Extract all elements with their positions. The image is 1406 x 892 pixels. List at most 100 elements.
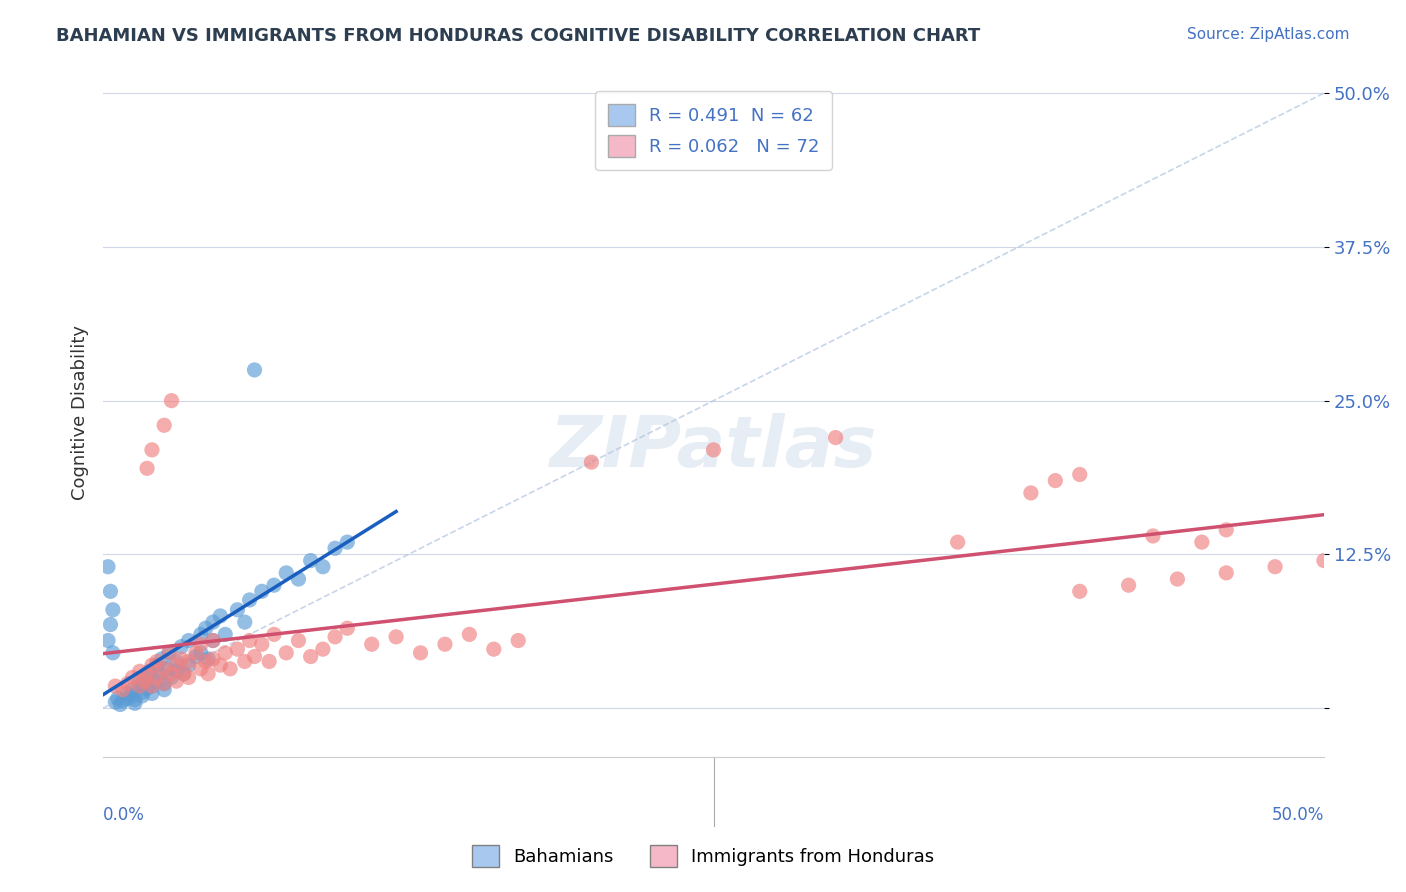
Point <box>250 637 273 651</box>
Point <box>101 603 124 617</box>
Text: 0.0%: 0.0% <box>103 805 145 823</box>
Point <box>209 658 232 673</box>
Y-axis label: Cognitive Disability: Cognitive Disability <box>72 326 89 500</box>
Point <box>107 691 129 706</box>
Point <box>190 627 212 641</box>
Point <box>111 694 134 708</box>
Point <box>148 666 170 681</box>
Point <box>184 649 207 664</box>
Point <box>153 662 176 676</box>
Point <box>173 666 195 681</box>
Point <box>173 666 195 681</box>
Point <box>508 633 530 648</box>
Point <box>194 621 217 635</box>
Point <box>287 633 309 648</box>
Point <box>336 535 359 549</box>
Point <box>110 698 132 712</box>
Point <box>1118 578 1140 592</box>
Point <box>128 679 150 693</box>
Point <box>165 674 187 689</box>
Point <box>165 655 187 669</box>
Point <box>226 603 249 617</box>
Point <box>336 621 359 635</box>
Point <box>141 658 163 673</box>
Point <box>219 662 242 676</box>
Text: ZIPatlas: ZIPatlas <box>550 413 877 482</box>
Point <box>124 692 146 706</box>
Point <box>146 670 169 684</box>
Point <box>233 655 256 669</box>
Point <box>170 640 193 654</box>
Point <box>141 679 163 693</box>
Point <box>160 393 183 408</box>
Point <box>243 649 266 664</box>
Point <box>1313 553 1336 567</box>
Point <box>197 652 219 666</box>
Point <box>581 455 603 469</box>
Point <box>458 627 481 641</box>
Point <box>153 418 176 433</box>
Point <box>201 633 224 648</box>
Point <box>201 652 224 666</box>
Point <box>482 642 505 657</box>
Point <box>276 566 298 580</box>
Point <box>197 666 219 681</box>
Point <box>409 646 432 660</box>
Point <box>299 553 322 567</box>
Point <box>136 461 159 475</box>
Point <box>146 655 169 669</box>
Point <box>146 674 169 689</box>
Point <box>138 665 160 679</box>
Point <box>1191 535 1213 549</box>
Point <box>1142 529 1164 543</box>
Point <box>190 646 212 660</box>
Point <box>165 658 187 673</box>
Point <box>160 670 183 684</box>
Point <box>214 646 236 660</box>
Point <box>117 691 139 706</box>
Point <box>124 696 146 710</box>
Point <box>250 584 273 599</box>
Point <box>233 615 256 629</box>
Point <box>157 646 180 660</box>
Point <box>209 609 232 624</box>
Point <box>136 666 159 681</box>
Point <box>312 642 335 657</box>
Text: 50.0%: 50.0% <box>1271 805 1324 823</box>
Point <box>104 679 127 693</box>
Legend: Bahamians, Immigrants from Honduras: Bahamians, Immigrants from Honduras <box>464 838 942 874</box>
Point <box>184 646 207 660</box>
Point <box>1069 584 1091 599</box>
Point <box>190 637 212 651</box>
Point <box>101 646 124 660</box>
Point <box>157 646 180 660</box>
Point <box>117 686 139 700</box>
Point <box>190 662 212 676</box>
Point <box>100 617 122 632</box>
Point <box>824 431 846 445</box>
Point <box>165 665 187 679</box>
Point <box>128 679 150 693</box>
Point <box>111 682 134 697</box>
Point <box>153 682 176 697</box>
Point <box>194 655 217 669</box>
Point <box>201 615 224 629</box>
Point <box>153 676 176 690</box>
Point <box>226 642 249 657</box>
Point <box>263 627 285 641</box>
Point <box>177 658 200 673</box>
Point <box>239 593 262 607</box>
Point <box>136 670 159 684</box>
Point <box>702 442 724 457</box>
Point <box>121 682 143 697</box>
Point <box>128 674 150 689</box>
Legend: R = 0.491  N = 62, R = 0.062   N = 72: R = 0.491 N = 62, R = 0.062 N = 72 <box>595 91 832 169</box>
Point <box>136 681 159 696</box>
Point <box>360 637 382 651</box>
Point <box>128 665 150 679</box>
Point <box>214 627 236 641</box>
Text: Source: ZipAtlas.com: Source: ZipAtlas.com <box>1187 27 1350 42</box>
Point <box>160 666 183 681</box>
Point <box>323 630 346 644</box>
Text: BAHAMIAN VS IMMIGRANTS FROM HONDURAS COGNITIVE DISABILITY CORRELATION CHART: BAHAMIAN VS IMMIGRANTS FROM HONDURAS COG… <box>56 27 980 45</box>
